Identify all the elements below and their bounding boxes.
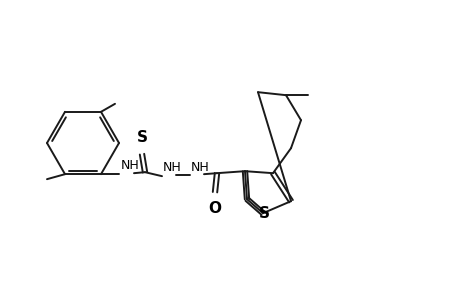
- Text: NH: NH: [121, 159, 140, 172]
- Text: S: S: [258, 206, 269, 221]
- Text: O: O: [208, 201, 221, 216]
- Text: S: S: [136, 130, 147, 145]
- Text: NH: NH: [162, 161, 181, 174]
- Text: NH: NH: [190, 161, 209, 174]
